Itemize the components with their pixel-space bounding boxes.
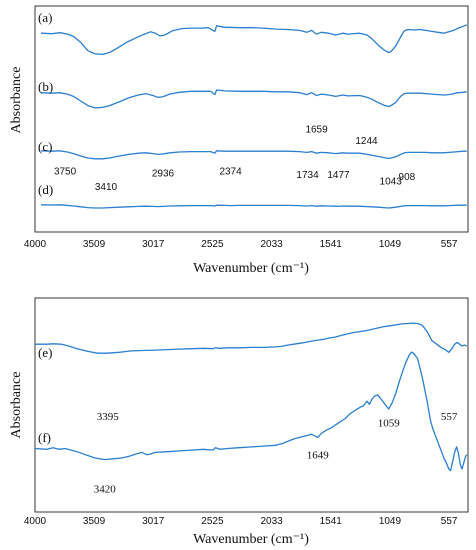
top-x-axis-title: Wavenumber (cm⁻¹) xyxy=(193,261,309,276)
peak-annotation: 1059 xyxy=(378,417,401,429)
top-curves xyxy=(40,24,468,209)
curve-label: (a) xyxy=(38,10,52,25)
spectrum-line-e xyxy=(35,322,468,354)
x-tick-label: 3509 xyxy=(83,239,106,250)
spectrum-line-d xyxy=(40,204,467,209)
top-x-tick-labels: 4000 3509 3017 2525 2033 1541 1049 557 xyxy=(24,239,458,250)
peak-annotation: 2374 xyxy=(219,166,242,177)
peak-annotation: 3410 xyxy=(95,182,118,193)
x-tick-label: 4000 xyxy=(24,239,47,250)
spectrum-line-b xyxy=(40,89,467,109)
bottom-curve-labels: (e) (f) xyxy=(38,345,52,445)
top-curve-labels: (a) (b) (c) (d) xyxy=(38,10,53,197)
peak-annotation: 1734 xyxy=(296,170,319,181)
x-tick-label: 2033 xyxy=(260,239,283,250)
top-plot-frame xyxy=(34,5,469,233)
bottom-plot-frame xyxy=(34,297,469,513)
spectrum-line-a xyxy=(40,24,468,56)
peak-annotation: 1649 xyxy=(307,450,330,462)
peak-annotation: 1043 xyxy=(380,177,403,188)
bottom-x-axis-title: Wavenumber (cm⁻¹) xyxy=(193,532,309,547)
x-tick-label: 557 xyxy=(441,516,458,527)
curve-label: (e) xyxy=(38,345,52,360)
bottom-x-tick-labels: 4000 3509 3017 2525 2033 1541 1049 557 xyxy=(24,516,458,527)
x-tick-label: 1541 xyxy=(320,239,343,250)
x-tick-label: 557 xyxy=(441,239,458,250)
x-tick-label: 3017 xyxy=(142,239,165,250)
x-tick-label: 1541 xyxy=(320,516,343,527)
x-tick-label: 1049 xyxy=(379,239,402,250)
curve-label: (c) xyxy=(38,139,52,154)
curve-label: (f) xyxy=(38,430,51,445)
curve-label: (d) xyxy=(38,182,53,197)
x-tick-label: 1049 xyxy=(379,516,402,527)
top-y-axis-title: Absorbance xyxy=(9,67,24,134)
peak-annotation: 557 xyxy=(441,411,458,423)
x-tick-label: 2525 xyxy=(201,239,224,250)
x-tick-label: 4000 xyxy=(24,516,47,527)
peak-annotation: 1244 xyxy=(355,136,378,147)
peak-annotation: 1477 xyxy=(327,170,350,181)
peak-annotation: 3395 xyxy=(97,411,120,423)
peak-annotation: 908 xyxy=(399,172,416,183)
x-tick-label: 3509 xyxy=(83,516,106,527)
bottom-peak-annotations: 3395 557 1649 1059 3420 xyxy=(94,411,458,496)
peak-annotation: 3750 xyxy=(54,166,77,177)
x-tick-label: 2525 xyxy=(201,516,224,527)
bottom-y-axis-title: Absorbance xyxy=(9,372,24,439)
curve-label: (b) xyxy=(38,79,53,94)
top-panel: 4000 3509 3017 2525 2033 1541 1049 557 (a) (b) (c… xyxy=(9,5,469,276)
peak-annotation: 2936 xyxy=(152,169,175,180)
x-tick-label: 3017 xyxy=(142,516,165,527)
spectrum-line-f xyxy=(34,351,468,472)
x-tick-label: 2033 xyxy=(260,516,283,527)
peak-annotation: 1659 xyxy=(305,125,328,136)
bottom-curves xyxy=(34,322,468,472)
spectrum-line-c xyxy=(40,150,467,160)
peak-annotation: 3420 xyxy=(94,484,117,496)
bottom-panel: 4000 3509 3017 2525 2033 1541 1049 557 (e) (f) 3… xyxy=(9,297,469,547)
